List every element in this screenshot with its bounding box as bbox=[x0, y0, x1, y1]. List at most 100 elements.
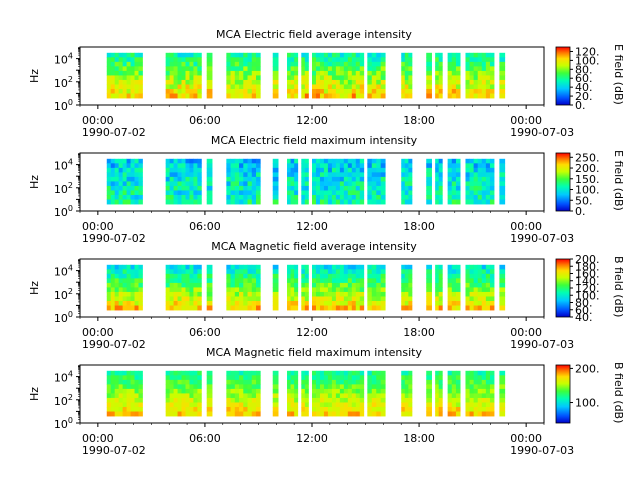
heatmap-cell bbox=[181, 296, 186, 302]
heatmap-cell bbox=[169, 397, 174, 403]
heatmap-cell bbox=[351, 397, 357, 403]
heatmap-cell bbox=[319, 291, 325, 297]
heatmap-cell bbox=[272, 305, 279, 311]
heatmap-cell bbox=[473, 66, 479, 72]
heatmap-cell bbox=[185, 278, 190, 284]
heatmap-cell bbox=[173, 379, 178, 385]
heatmap-cell bbox=[239, 411, 244, 417]
heatmap-cell bbox=[181, 66, 186, 72]
heatmap-cell bbox=[481, 379, 487, 385]
heatmap-cell bbox=[173, 57, 178, 63]
heatmap-cell bbox=[481, 411, 487, 417]
heatmap-cell bbox=[256, 375, 261, 381]
heatmap-cell bbox=[367, 305, 373, 311]
heatmap-cell bbox=[294, 66, 299, 72]
heatmap-cell bbox=[489, 264, 495, 270]
heatmap-cell bbox=[376, 57, 382, 63]
heatmap-cell bbox=[335, 393, 341, 399]
heatmap-cell bbox=[331, 388, 337, 394]
heatmap-cell bbox=[290, 406, 295, 412]
heatmap-cell bbox=[185, 163, 190, 169]
heatmap-cell bbox=[290, 190, 295, 196]
heatmap-cell bbox=[287, 185, 291, 191]
heatmap-cell bbox=[122, 282, 127, 288]
heatmap-cell bbox=[239, 379, 244, 385]
heatmap-cell bbox=[312, 70, 317, 76]
heatmap-cell bbox=[473, 158, 479, 164]
heatmap-cell bbox=[319, 176, 325, 182]
heatmap-cell bbox=[380, 181, 386, 187]
heatmap-cell bbox=[118, 402, 124, 408]
heatmap-cell bbox=[451, 70, 457, 76]
heatmap-cell bbox=[355, 287, 361, 293]
heatmap-cell bbox=[118, 52, 124, 58]
heatmap-cell bbox=[371, 181, 377, 187]
heatmap-cell bbox=[485, 163, 491, 169]
heatmap-cell bbox=[327, 402, 333, 408]
heatmap-cell bbox=[315, 370, 321, 376]
heatmap-cell bbox=[290, 379, 295, 385]
heatmap-cell bbox=[489, 411, 495, 417]
heatmap-cell bbox=[489, 402, 495, 408]
heatmap-cell bbox=[126, 163, 131, 169]
heatmap-cell bbox=[189, 278, 194, 284]
heatmap-cell bbox=[367, 57, 373, 63]
heatmap-cell bbox=[367, 282, 373, 288]
heatmap-cell bbox=[435, 287, 440, 293]
heatmap-cell bbox=[347, 375, 353, 381]
heatmap-cell bbox=[197, 163, 202, 169]
heatmap-cell bbox=[485, 269, 491, 275]
heatmap-cell bbox=[122, 388, 127, 394]
heatmap-cell bbox=[339, 79, 345, 85]
heatmap-cell bbox=[177, 79, 182, 85]
heatmap-cell bbox=[404, 406, 409, 412]
heatmap-cell bbox=[206, 282, 213, 288]
heatmap-cell bbox=[272, 397, 279, 403]
heatmap-cell bbox=[301, 185, 306, 191]
heatmap-cell bbox=[485, 70, 491, 76]
heatmap-cell bbox=[134, 269, 139, 275]
heatmap-cell bbox=[404, 296, 409, 302]
heatmap-cell bbox=[110, 397, 116, 403]
heatmap-cell bbox=[455, 176, 461, 182]
data-segment bbox=[301, 264, 309, 311]
heatmap-cell bbox=[401, 61, 406, 67]
heatmap-cell bbox=[251, 397, 257, 403]
heatmap-cell bbox=[335, 167, 341, 173]
data-segment bbox=[401, 370, 413, 417]
heatmap-cell bbox=[339, 167, 345, 173]
heatmap-cell bbox=[473, 75, 479, 81]
heatmap-cell bbox=[256, 88, 261, 94]
heatmap-cell bbox=[122, 273, 127, 279]
heatmap-cell bbox=[165, 269, 171, 275]
heatmap-cell bbox=[173, 305, 178, 311]
heatmap-cell bbox=[335, 402, 341, 408]
heatmap-cell bbox=[335, 296, 341, 302]
heatmap-cell bbox=[304, 305, 309, 311]
data-segment bbox=[312, 370, 365, 417]
heatmap-cell bbox=[189, 305, 194, 311]
heatmap-cell bbox=[226, 181, 231, 187]
heatmap-cell bbox=[312, 75, 317, 81]
heatmap-cell bbox=[343, 199, 349, 205]
heatmap-cell bbox=[438, 264, 443, 270]
heatmap-cell bbox=[435, 158, 440, 164]
panel-title: MCA Electric field maximum intensity bbox=[211, 134, 418, 147]
heatmap-cell bbox=[234, 194, 240, 200]
heatmap-cell bbox=[173, 88, 178, 94]
heatmap-cell bbox=[404, 70, 409, 76]
heatmap-cell bbox=[304, 190, 309, 196]
heatmap-cell bbox=[485, 375, 491, 381]
heatmap-cell bbox=[122, 185, 127, 191]
heatmap-cell bbox=[499, 84, 506, 90]
heatmap-cell bbox=[426, 397, 432, 403]
heatmap-cell bbox=[327, 70, 333, 76]
heatmap-cell bbox=[181, 264, 186, 270]
heatmap-cell bbox=[177, 190, 182, 196]
heatmap-cell bbox=[323, 172, 329, 178]
heatmap-cell bbox=[181, 305, 186, 311]
heatmap-cell bbox=[347, 370, 353, 376]
heatmap-cell bbox=[173, 172, 178, 178]
heatmap-cell bbox=[206, 379, 213, 385]
data-segment bbox=[226, 52, 261, 99]
